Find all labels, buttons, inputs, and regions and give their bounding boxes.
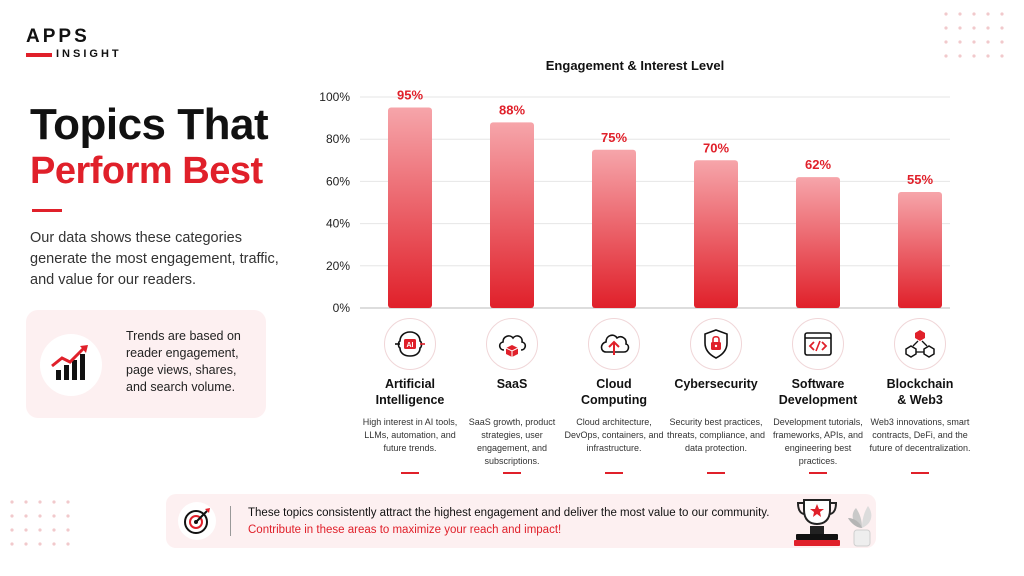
trophy-icon xyxy=(794,499,840,546)
bar xyxy=(592,149,636,308)
category-name-line1: Cloud xyxy=(596,377,632,391)
ai-brain-icon: AI xyxy=(384,318,436,370)
trends-note-text: Trends are based on reader engagement, p… xyxy=(126,329,241,394)
bar xyxy=(388,107,432,308)
bar-value-label: 75% xyxy=(601,130,627,145)
bar-value-label: 62% xyxy=(805,157,831,172)
y-tick-label: 20% xyxy=(326,259,350,273)
bar-chart: 0% 20% 40% 60% 80% 100% 95% 88% 75% 70% 62% 55% xyxy=(319,88,950,315)
category-column: AI Artificial Intelligence High interest in… xyxy=(358,318,462,474)
category-name: Software Development xyxy=(766,376,870,410)
bar xyxy=(490,122,534,308)
category-name-line2: Development xyxy=(778,393,858,407)
bar xyxy=(898,191,942,308)
svg-text:AI: AI xyxy=(407,342,414,349)
category-name-line2: & Web3 xyxy=(897,393,943,407)
category-column: SaaS SaaS growth, product strategies, use… xyxy=(460,318,564,474)
category-name-line1: Cybersecurity xyxy=(674,377,758,391)
category-name: SaaS xyxy=(460,376,564,410)
category-column: Cybersecurity Security best practices, th… xyxy=(664,318,768,474)
blockchain-cubes-icon xyxy=(894,318,946,370)
category-dash xyxy=(911,472,929,474)
y-tick-label: 60% xyxy=(326,174,350,188)
bar-value-label: 88% xyxy=(499,102,525,117)
banner-separator xyxy=(230,506,231,536)
cloud-cube-icon xyxy=(486,318,538,370)
category-name: Cloud Computing xyxy=(562,376,666,410)
category-name-line1: Artificial xyxy=(384,377,435,391)
dot-pattern-bottom-left xyxy=(10,500,70,546)
category-description: Web3 innovations, smart contracts, DeFi,… xyxy=(869,417,971,453)
shield-lock-icon xyxy=(690,318,742,370)
bar-value-label: 55% xyxy=(907,172,933,187)
bottom-banner: These topics consistently attract the hi… xyxy=(166,494,876,548)
code-window-icon xyxy=(792,318,844,370)
category-dash xyxy=(401,472,419,474)
cloud-upload-icon xyxy=(588,318,640,370)
title-underline xyxy=(32,209,62,212)
category-column: Blockchain & Web3 Web3 innovations, smart … xyxy=(868,318,972,474)
category-column: Cloud Computing Cloud architecture, DevOps… xyxy=(562,318,666,474)
category-dash xyxy=(503,472,521,474)
dot-pattern-top-right xyxy=(944,12,1004,58)
plant-icon xyxy=(848,506,872,547)
bar xyxy=(694,160,738,308)
banner-text-line2: Contribute in these areas to maximize yo… xyxy=(248,524,562,536)
category-name-line2: Intelligence xyxy=(375,393,445,407)
intro-text: Our data shows these categories generate… xyxy=(30,230,279,288)
category-dash xyxy=(605,472,623,474)
bar xyxy=(796,177,840,308)
category-description: Cloud architecture, DevOps, containers, … xyxy=(564,417,664,453)
logo-text-insight: INSIGHT xyxy=(56,48,122,60)
category-description: Security best practices, threats, compli… xyxy=(666,417,766,453)
category-description: High interest in AI tools, LLMs, automat… xyxy=(362,417,458,453)
category-description: SaaS growth, product strategies, user en… xyxy=(468,417,556,466)
category-name: Blockchain & Web3 xyxy=(868,376,972,410)
trend-chart-icon xyxy=(40,334,102,396)
category-name: Cybersecurity xyxy=(664,376,768,410)
category-dash xyxy=(809,472,827,474)
category-description: Development tutorials, frameworks, APIs,… xyxy=(772,417,864,466)
page-title-line1: Topics That xyxy=(30,100,269,149)
category-dash xyxy=(707,472,725,474)
bar-value-label: 70% xyxy=(703,140,729,155)
y-tick-label: 80% xyxy=(326,132,350,146)
target-icon xyxy=(178,502,216,540)
category-name-line2: Computing xyxy=(581,393,647,407)
category-name-line1: Software xyxy=(791,377,845,391)
logo-accent-bar xyxy=(26,53,52,57)
category-column: Software Development Development tutorials… xyxy=(766,318,870,474)
trends-note-card: Trends are based on reader engagement, p… xyxy=(26,310,266,418)
category-name-line1: Blockchain xyxy=(886,377,954,391)
banner-text-line1: These topics consistently attract the hi… xyxy=(248,507,770,519)
y-tick-label: 100% xyxy=(319,90,350,104)
logo: APPS INSIGHT xyxy=(26,26,156,66)
chart-title: Engagement & Interest Level xyxy=(545,58,725,73)
bar-value-label: 95% xyxy=(397,88,423,103)
category-name: Artificial Intelligence xyxy=(358,376,462,410)
category-name-line1: SaaS xyxy=(496,377,528,391)
y-tick-label: 40% xyxy=(326,217,350,231)
logo-text-apps: APPS xyxy=(26,26,90,47)
y-tick-label: 0% xyxy=(333,301,351,315)
page-title-line2: Perform Best xyxy=(30,150,263,192)
